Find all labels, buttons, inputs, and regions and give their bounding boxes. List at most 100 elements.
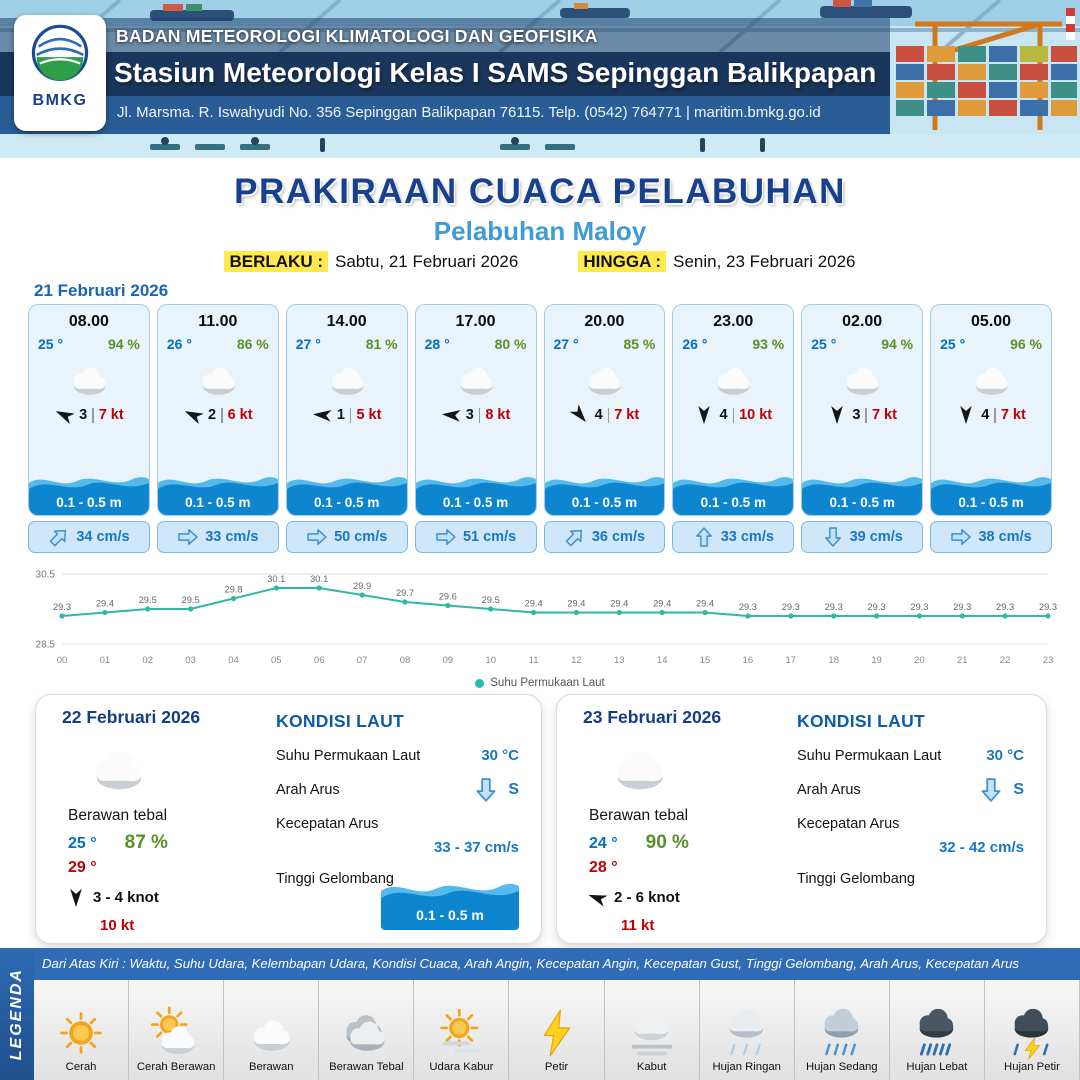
wind-range: 2 - 6 knot — [614, 889, 680, 906]
hingga-label: HINGGA : — [578, 251, 667, 272]
sst-label: Suhu Permukaan Laut — [276, 747, 421, 764]
wave-shape — [29, 477, 149, 515]
legend-note: Dari Atas Kiri : Waktu, Suhu Udara, Kele… — [34, 948, 1080, 980]
wind-direction-icon — [956, 405, 976, 425]
wave-shape — [802, 477, 923, 515]
current-speed: 36 cm/s — [591, 529, 646, 545]
legend-marker-icon — [475, 678, 485, 688]
gust-speed: 8 kt — [485, 407, 511, 423]
svg-text:29.3: 29.3 — [53, 602, 71, 612]
sun-icon — [54, 1006, 108, 1060]
divider — [732, 407, 735, 423]
cloud-icon — [187, 355, 249, 403]
svg-text:07: 07 — [357, 655, 368, 666]
svg-text:29.3: 29.3 — [996, 602, 1014, 612]
current-speed: 51 cm/s — [462, 529, 517, 545]
wave-height-band: 0.1 - 0.5 m — [544, 469, 665, 515]
svg-text:29.9: 29.9 — [353, 581, 371, 591]
wind-row: 3 - 4 knot — [66, 888, 159, 907]
svg-text:17: 17 — [786, 655, 797, 666]
svg-text:29.4: 29.4 — [96, 599, 114, 609]
svg-text:18: 18 — [828, 655, 839, 666]
daily-date: 23 Februari 2026 — [583, 707, 722, 727]
current-speed-value: 32 - 42 cm/s — [938, 839, 1024, 856]
cloud-icon — [831, 355, 893, 403]
svg-text:29.7: 29.7 — [396, 588, 414, 598]
divider — [478, 407, 481, 423]
wave-height-band: 0.1 - 0.5 m — [157, 469, 278, 515]
gust-speed: 11 kt — [621, 917, 655, 934]
svg-text:29.5: 29.5 — [139, 595, 157, 605]
svg-text:29.3: 29.3 — [1039, 602, 1057, 612]
legend-sidebar-label: LEGENDA — [8, 967, 25, 1061]
sea-conditions: KONDISI LAUT Suhu Permukaan Laut 30 °C Ar… — [797, 711, 1024, 933]
wave-shape — [286, 477, 407, 515]
sst-line-chart: 30.5 28.5 29.3 00 29.4 01 29.5 02 29.5 03 29.8 04 30… — [36, 570, 1058, 667]
current-pill: 38 cm/s — [930, 521, 1052, 553]
wind-range: 3 - 4 knot — [93, 889, 159, 906]
current-direction-icon — [978, 778, 1004, 802]
hourly-forecast-card: 14.00 27 ° 81 % 1 5 kt 0.1 - 0.5 m — [285, 304, 408, 516]
min-temperature: 24 ° — [589, 835, 618, 852]
thick-cloud-icon — [339, 1006, 393, 1060]
current-speed: 38 cm/s — [978, 529, 1032, 545]
wave-shape — [544, 477, 665, 515]
page-title: PRAKIRAAN CUACA PELABUHAN — [234, 172, 846, 211]
svg-text:29.3: 29.3 — [953, 602, 971, 612]
air-temperature: 28 ° — [424, 336, 450, 352]
wave-height-label: Tinggi Gelombang — [797, 871, 915, 887]
gust-speed: 10 kt — [100, 917, 135, 934]
current-direction-icon — [177, 528, 199, 546]
legend-item: Hujan Sedang — [794, 980, 890, 1080]
current-pill: 33 cm/s — [672, 521, 795, 553]
svg-text:13: 13 — [614, 655, 625, 666]
port-illustration — [0, 0, 1080, 158]
svg-text:14: 14 — [657, 655, 668, 666]
current-direction-icon — [564, 528, 586, 547]
temperature-humidity: 24 ° 90 % — [589, 832, 689, 854]
wind-direction-icon — [569, 404, 590, 423]
max-temperature: 28 ° — [589, 859, 618, 876]
svg-text:05: 05 — [271, 655, 282, 666]
humidity: 80 % — [494, 336, 527, 352]
daily-forecast-card: 23 Februari 2026 Berawan tebal 24 ° 90 % … — [556, 694, 1047, 944]
wave-height-band: 0.1 - 0.5 m — [415, 469, 536, 515]
hourly-forecast-card: 17.00 28 ° 80 % 3 8 kt 0.1 - 0.5 m — [414, 304, 537, 516]
wave-height-band: 0.1 - 0.5 m — [286, 469, 407, 515]
wind-speed: 3 — [852, 407, 861, 423]
svg-text:11: 11 — [529, 655, 539, 666]
current-direction-icon — [822, 527, 844, 547]
svg-text:22: 22 — [1000, 655, 1011, 666]
port-name: Pelabuhan Maloy — [433, 216, 647, 246]
cloud-icon — [74, 733, 162, 801]
thunderstorm-icon — [1005, 1006, 1059, 1060]
svg-text:02: 02 — [142, 655, 153, 666]
current-speed-label: Kecepatan Arus — [797, 816, 900, 832]
svg-text:29.3: 29.3 — [825, 602, 843, 612]
wave-height: 0.1 - 0.5 m — [571, 495, 638, 510]
legend-items: Cerah Cerah Berawan Berawan Berawan Teba… — [34, 980, 1080, 1080]
legend-item: Hujan Petir — [984, 980, 1080, 1080]
light-rain-icon — [720, 1006, 774, 1060]
legend-item: Cerah — [34, 980, 130, 1080]
legend-sidebar: LEGENDA — [0, 948, 34, 1080]
cloud-icon — [316, 355, 378, 403]
svg-text:29.5: 29.5 — [482, 595, 500, 605]
heavy-rain-icon — [910, 1006, 964, 1060]
svg-text:29.6: 29.6 — [439, 592, 457, 602]
gust-speed: 7 kt — [1000, 407, 1026, 423]
current-direction-icon — [950, 528, 972, 546]
svg-text:29.3: 29.3 — [910, 602, 928, 612]
sun-cloud-icon — [149, 1006, 203, 1060]
sea-conditions-title: KONDISI LAUT — [797, 711, 926, 731]
svg-text:10: 10 — [485, 655, 496, 666]
wave-shape — [157, 477, 278, 515]
svg-text:29.4: 29.4 — [525, 599, 543, 609]
wind-speed: 2 — [208, 407, 217, 423]
gust-speed: 7 kt — [98, 407, 124, 423]
wave-height-label: Tinggi Gelombang — [276, 871, 394, 887]
humidity: 94 % — [881, 336, 914, 352]
wind-speed: 3 — [465, 407, 474, 423]
svg-text:21: 21 — [957, 655, 968, 666]
svg-text:16: 16 — [743, 655, 754, 666]
